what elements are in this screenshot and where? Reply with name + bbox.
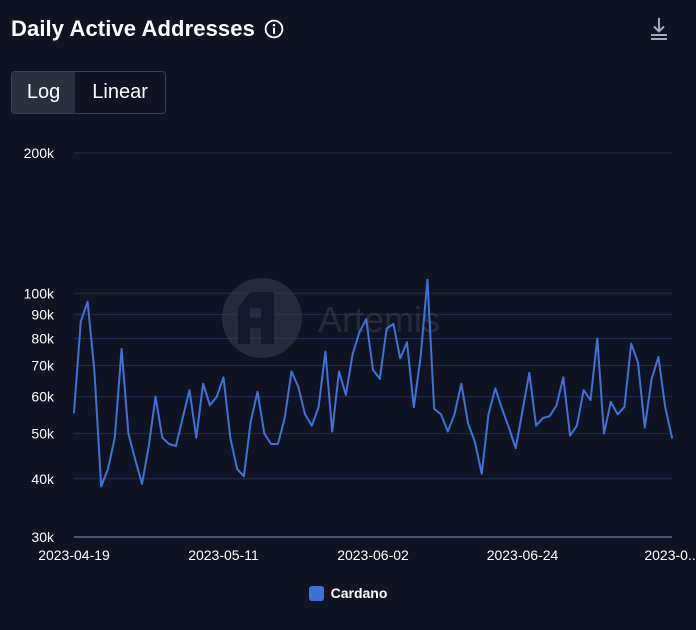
chart-header: Daily Active Addresses [11,13,284,45]
download-icon[interactable] [648,16,670,42]
log-scale-button[interactable]: Log [12,72,76,113]
y-tick-label: 40k [31,471,55,487]
y-tick-label: 200k [24,145,55,161]
y-tick-label: 80k [31,330,55,346]
x-tick-label: 2023-06-24 [487,547,559,563]
y-tick-label: 30k [31,529,55,545]
info-icon[interactable] [264,19,284,39]
watermark-text: Artemis [318,299,440,340]
chart-legend: Cardano [0,585,696,601]
scale-toggle: Log Linear [11,71,166,114]
series [73,278,673,488]
series-line-cardano [73,278,673,488]
y-tick-label: 60k [31,389,55,405]
legend-swatch-cardano[interactable] [308,585,324,601]
y-tick-label: 50k [31,426,55,442]
y-tick-label: 100k [24,285,55,301]
watermark: Artemis [222,278,440,358]
x-tick-label: 2023-0... [644,547,696,563]
page-title: Daily Active Addresses [11,16,255,41]
y-axis-ticks: 30k 40k 50k 60k 70k 80k 90k 100k 200k [24,145,55,545]
x-tick-label: 2023-04-19 [38,547,110,563]
legend-label-cardano[interactable]: Cardano [330,585,388,601]
x-axis-ticks: 2023-04-19 2023-05-11 2023-06-02 2023-06-24… [38,547,696,563]
y-tick-label: 70k [31,357,55,373]
line-chart: Artemis 30k 40k 50k 60k 70k 80k 90k 100k 200k 20… [24,145,696,563]
y-tick-label: 90k [31,307,55,323]
x-tick-label: 2023-06-02 [337,547,409,563]
linear-scale-button[interactable]: Linear [92,81,148,103]
watermark-logo-glyph [238,292,274,344]
x-tick-label: 2023-05-11 [188,547,259,563]
